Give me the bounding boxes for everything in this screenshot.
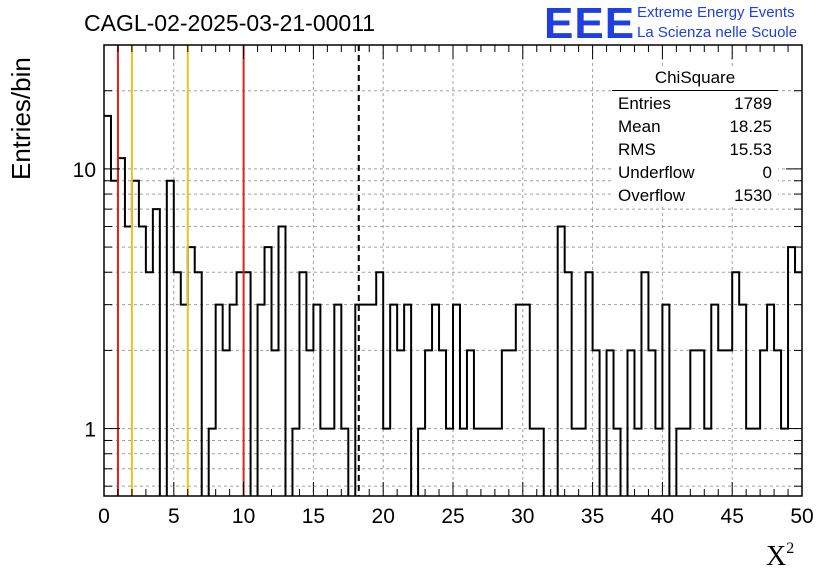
- stats-value: 1530: [734, 186, 772, 205]
- stats-label: Mean: [618, 117, 661, 136]
- x-tick-label: 25: [441, 505, 464, 528]
- stats-value: 18.25: [729, 117, 772, 136]
- y-axis-label: Entries/bin: [6, 57, 36, 180]
- stats-row: Underflow 0: [612, 161, 778, 184]
- x-tick-label: 20: [372, 505, 395, 528]
- stats-row: Mean 18.25: [612, 115, 778, 138]
- x-tick-label: 10: [232, 505, 255, 528]
- stats-row: Overflow 1530: [612, 184, 778, 207]
- logo-text: Extreme Energy Events La Scienza nelle S…: [637, 3, 797, 43]
- stats-value: 0: [762, 163, 772, 182]
- stats-row: Entries 1789: [612, 92, 778, 115]
- logo-line-2: La Scienza nelle Scuole: [637, 24, 798, 41]
- x-tick-label: 15: [302, 505, 325, 528]
- stats-value: 15.53: [729, 140, 772, 159]
- stats-label: Entries: [618, 94, 671, 113]
- stats-value: 1789: [734, 94, 772, 113]
- logo-line-1: Extreme Energy Events: [637, 4, 795, 21]
- y-tick-label: 1: [84, 419, 96, 442]
- x-axis-label: X2: [766, 540, 794, 573]
- x-axis-label-sup: 2: [786, 540, 795, 557]
- stats-box: ChiSquare Entries 1789 Mean 18.25 RMS 15.53…: [612, 68, 778, 207]
- y-tick-label: 10: [73, 159, 96, 182]
- x-tick-label: 40: [651, 505, 674, 528]
- stats-row: RMS 15.53: [612, 138, 778, 161]
- stats-label: RMS: [618, 140, 656, 159]
- x-tick-label: 35: [581, 505, 604, 528]
- stats-label: Overflow: [618, 186, 686, 205]
- x-tick-label: 5: [168, 505, 180, 528]
- x-tick-label: 50: [790, 505, 813, 528]
- histogram-series: [104, 114, 802, 496]
- x-tick-label: 0: [98, 505, 110, 528]
- eee-logo: EEE: [544, 0, 636, 48]
- x-tick-label: 30: [511, 505, 534, 528]
- stats-label: Underflow: [618, 163, 695, 182]
- x-tick-label: 45: [721, 505, 744, 528]
- x-axis-label-text: X: [766, 541, 787, 572]
- chart-title: CAGL-02-2025-03-21-00011: [84, 10, 376, 36]
- stats-title: ChiSquare: [612, 68, 778, 91]
